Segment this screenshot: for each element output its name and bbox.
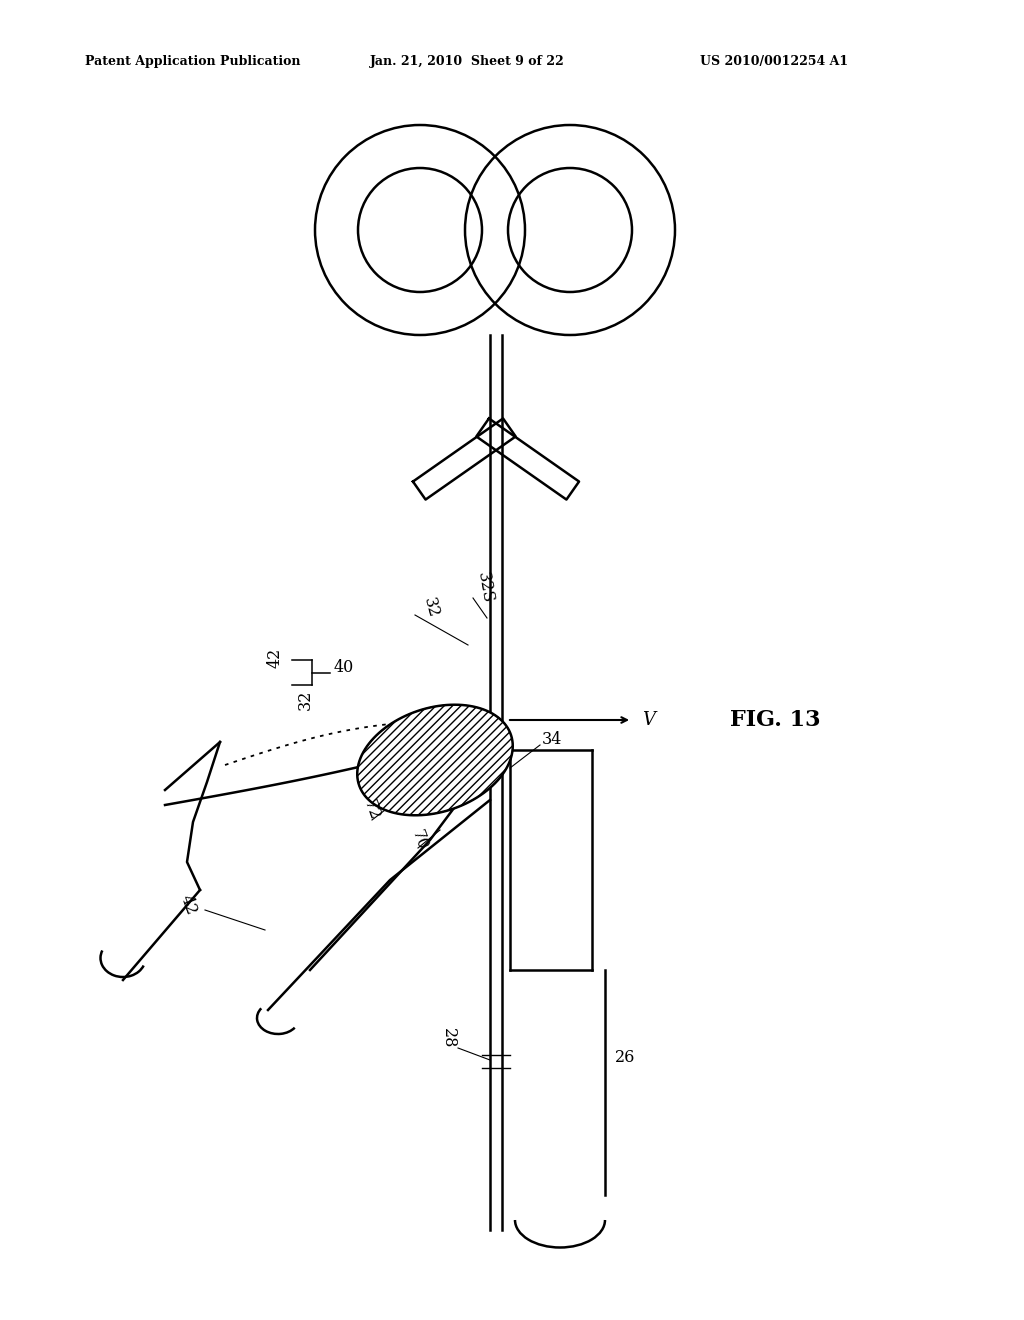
Polygon shape bbox=[357, 705, 513, 816]
Text: US 2010/0012254 A1: US 2010/0012254 A1 bbox=[700, 55, 848, 69]
Text: V: V bbox=[642, 711, 655, 729]
Text: 72: 72 bbox=[360, 797, 383, 822]
Text: 34: 34 bbox=[542, 731, 562, 748]
Text: 70: 70 bbox=[408, 828, 431, 853]
Text: Jan. 21, 2010  Sheet 9 of 22: Jan. 21, 2010 Sheet 9 of 22 bbox=[370, 55, 565, 69]
Text: 32S: 32S bbox=[474, 572, 497, 605]
Text: 40: 40 bbox=[334, 659, 354, 676]
Text: FIG. 13: FIG. 13 bbox=[730, 709, 820, 731]
Text: Patent Application Publication: Patent Application Publication bbox=[85, 55, 300, 69]
Text: 32: 32 bbox=[297, 690, 314, 710]
Text: 28: 28 bbox=[439, 1028, 457, 1048]
Text: 26: 26 bbox=[614, 1049, 635, 1067]
Text: 32: 32 bbox=[420, 595, 441, 620]
Text: 42: 42 bbox=[176, 892, 200, 917]
Text: 42: 42 bbox=[267, 648, 284, 668]
